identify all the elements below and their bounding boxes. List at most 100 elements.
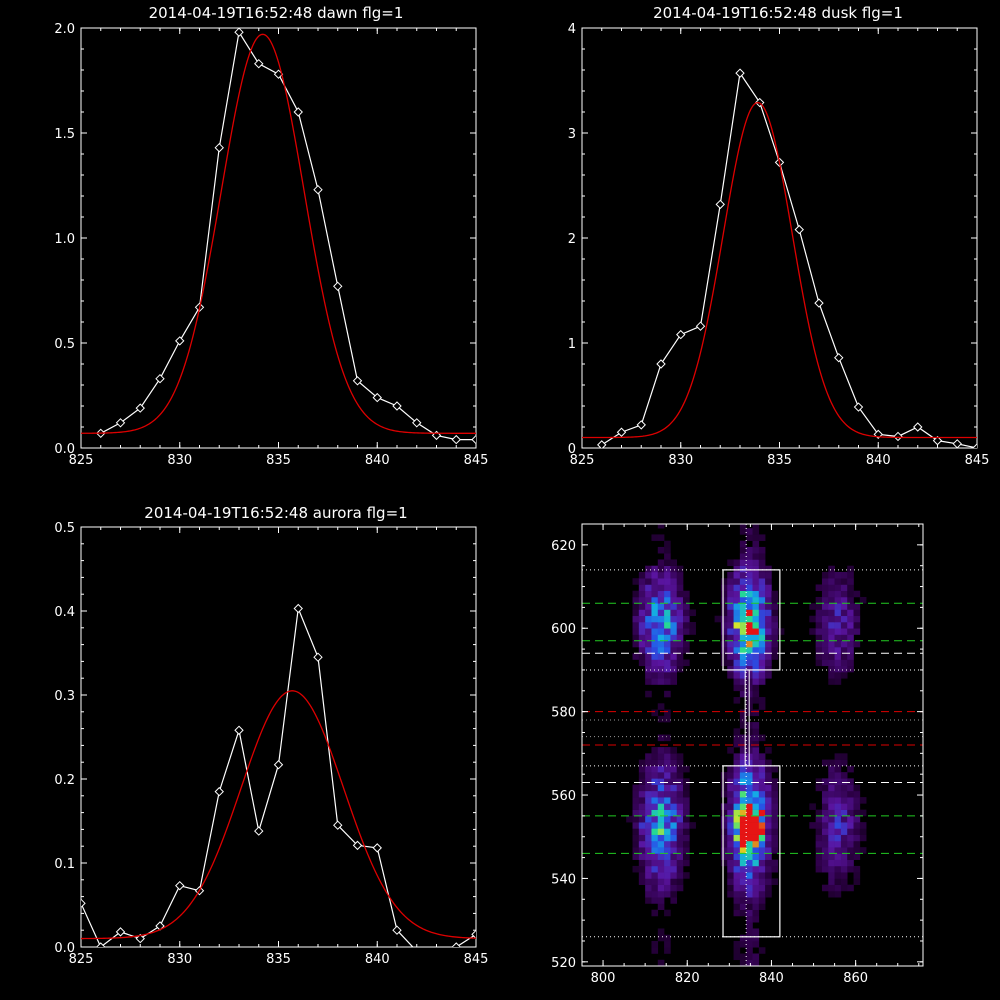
- dusk-panel-title: 2014-04-19T16:52:48 dusk flg=1: [653, 4, 903, 22]
- heatmap-cell: [645, 659, 652, 667]
- heatmap-cell: [765, 747, 772, 754]
- heatmap-cell: [664, 790, 671, 798]
- heatmap-cell: [758, 553, 766, 560]
- heatmap-cell: [727, 790, 734, 798]
- heatmap-cell: [739, 834, 747, 842]
- heatmap-cell: [834, 772, 842, 779]
- heatmap-cell: [645, 765, 652, 773]
- heatmap-cell: [645, 797, 652, 804]
- heatmap-cell: [834, 840, 842, 848]
- heatmap-cell: [859, 847, 867, 854]
- heatmap-cell: [853, 621, 861, 629]
- heatmap-cell: [752, 559, 760, 566]
- heatmap-cell: [746, 940, 753, 948]
- heatmap-cell: [739, 722, 747, 729]
- heatmap-cell: [645, 784, 652, 792]
- heatmap-cell: [853, 872, 861, 879]
- data-point: [451, 942, 461, 947]
- heatmap-cell: [670, 640, 678, 648]
- heatmap-cell: [651, 765, 659, 773]
- heatmap-cell: [834, 859, 842, 867]
- heatmap-cell: [733, 659, 741, 667]
- heatmap-cell: [746, 959, 753, 966]
- heatmap-cell: [664, 596, 671, 604]
- data-point: [412, 418, 422, 428]
- data-point: [656, 359, 666, 369]
- heatmap-cell: [853, 865, 861, 873]
- heatmap-cell: [828, 878, 835, 885]
- heatmap-cell: [733, 665, 741, 673]
- heatmap-cell: [752, 759, 760, 767]
- heatmap-cell: [733, 728, 741, 735]
- heatmap-cell: [720, 578, 728, 585]
- heatmap-cell: [720, 628, 728, 635]
- heatmap-cell: [815, 659, 823, 667]
- heatmap-cell: [733, 834, 741, 842]
- heatmap-cell: [821, 571, 829, 579]
- heatmap-cell: [758, 609, 766, 617]
- heatmap-cell: [821, 584, 829, 592]
- heatmap-cell: [746, 922, 753, 929]
- heatmap-cell: [758, 678, 766, 685]
- heatmap-cell: [657, 859, 665, 867]
- heatmap-cell: [733, 859, 741, 867]
- heatmap-cell: [733, 571, 741, 579]
- heatmap-cell: [739, 822, 747, 829]
- heatmap-cell: [752, 634, 760, 642]
- heatmap-cell: [752, 653, 760, 660]
- heatmap-cell: [651, 578, 659, 585]
- heatmap-cell: [727, 809, 734, 817]
- heatmap-cell: [683, 596, 690, 604]
- heatmap-cell: [752, 747, 760, 754]
- heatmap-cell: [739, 953, 747, 961]
- heatmap-cell: [752, 878, 760, 885]
- heatmap-cell: [676, 634, 684, 642]
- heatmap-cell: [657, 790, 665, 798]
- heatmap-cell: [840, 803, 848, 810]
- heatmap-cell: [752, 847, 760, 854]
- heatmap-cell: [746, 797, 753, 804]
- data-point: [333, 820, 343, 830]
- heatmap-cell: [664, 859, 671, 867]
- heatmap-cell: [638, 797, 646, 804]
- y-tick-label: 540: [551, 872, 576, 887]
- heatmap-cell: [821, 803, 829, 810]
- data-point: [293, 107, 303, 117]
- heatmap-cell: [720, 784, 728, 792]
- heatmap-cell: [657, 784, 665, 792]
- heatmap-cell: [752, 740, 760, 748]
- heatmap-cell: [739, 684, 747, 692]
- heatmap-cell: [683, 603, 690, 610]
- heatmap-cell: [815, 834, 823, 842]
- heatmap-cell: [664, 590, 671, 598]
- heatmap-cell: [638, 784, 646, 792]
- heatmap-cell: [739, 709, 747, 717]
- heatmap-cell: [651, 822, 659, 829]
- heatmap-cell: [834, 603, 842, 610]
- heatmap-cell: [771, 647, 779, 654]
- heatmap-cell: [828, 765, 835, 773]
- heatmap-cell: [720, 653, 728, 660]
- heatmap-cell: [752, 528, 760, 535]
- heatmap-cell: [664, 753, 671, 760]
- heatmap-cell: [683, 778, 690, 785]
- heatmap-cell: [657, 524, 665, 529]
- y-tick-label: 0.0: [54, 442, 75, 457]
- heatmap-cell: [809, 803, 816, 810]
- heatmap-cell: [746, 603, 753, 610]
- heatmap-cell: [746, 578, 753, 585]
- heatmap-cell: [758, 659, 766, 667]
- heatmap-cell: [733, 759, 741, 767]
- data-point: [135, 933, 145, 944]
- y-tick-label: 0.5: [54, 337, 75, 352]
- heatmap-cell: [834, 653, 842, 660]
- heatmap-cell: [853, 609, 861, 617]
- x-tick-label: 830: [668, 453, 693, 468]
- heatmap-cell: [840, 609, 848, 617]
- heatmap-cell: [821, 653, 829, 660]
- heatmap-cell: [638, 653, 646, 660]
- heatmap-cell: [765, 859, 772, 867]
- heatmap-cell: [834, 628, 842, 635]
- heatmap-cell: [657, 621, 665, 629]
